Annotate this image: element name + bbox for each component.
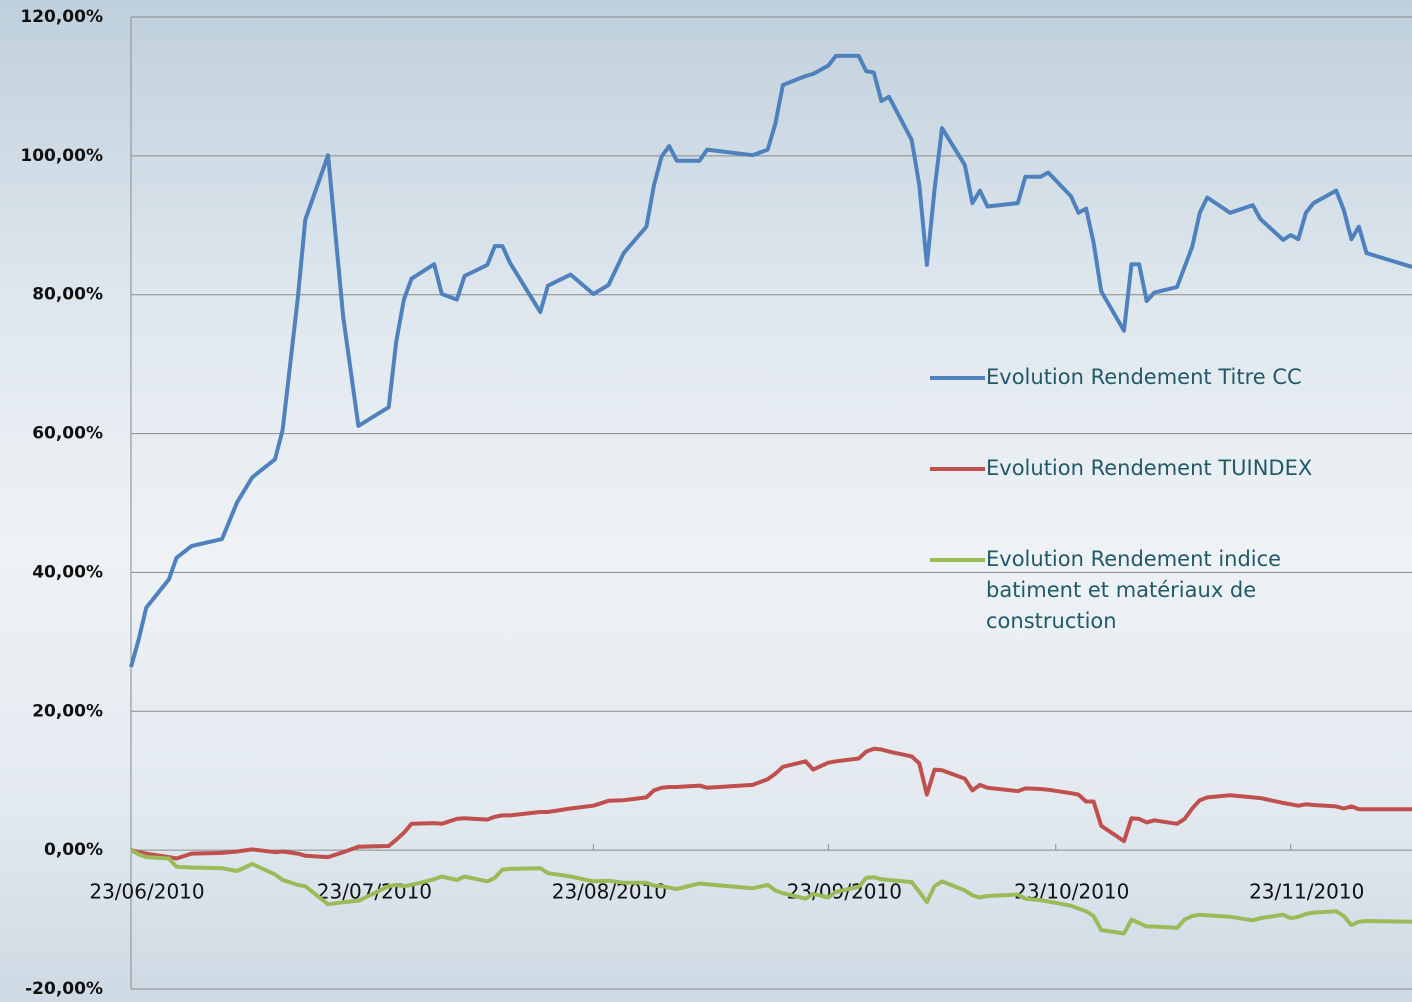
chart: -20,00% 0,00% 20,00% 40,00% 60,00% 80,00% 100,… — [0, 0, 1412, 1002]
y-tick-label: 40,00% — [32, 562, 103, 582]
y-tick-label: 60,00% — [32, 424, 103, 444]
legend-label: Evolution Rendement Titre CC — [986, 362, 1346, 393]
y-tick-label: 100,00% — [20, 146, 103, 166]
legend-label: Evolution Rendement indice batiment et m… — [986, 544, 1346, 637]
page: -20,00% 0,00% 20,00% 40,00% 60,00% 80,00% 100,… — [0, 0, 1412, 1002]
legend-label: Evolution Rendement TUINDEX — [986, 453, 1346, 484]
y-tick-label: -20,00% — [25, 979, 103, 999]
y-tick-label: 0,00% — [44, 840, 103, 860]
y-tick-label: 120,00% — [20, 7, 103, 27]
y-tick-label: 20,00% — [32, 701, 103, 721]
x-tick-label: 23/06/2010 — [89, 880, 204, 904]
y-tick-label: 80,00% — [32, 285, 103, 305]
x-tick-label: 23/11/2010 — [1249, 880, 1364, 904]
series-line — [131, 749, 1412, 859]
